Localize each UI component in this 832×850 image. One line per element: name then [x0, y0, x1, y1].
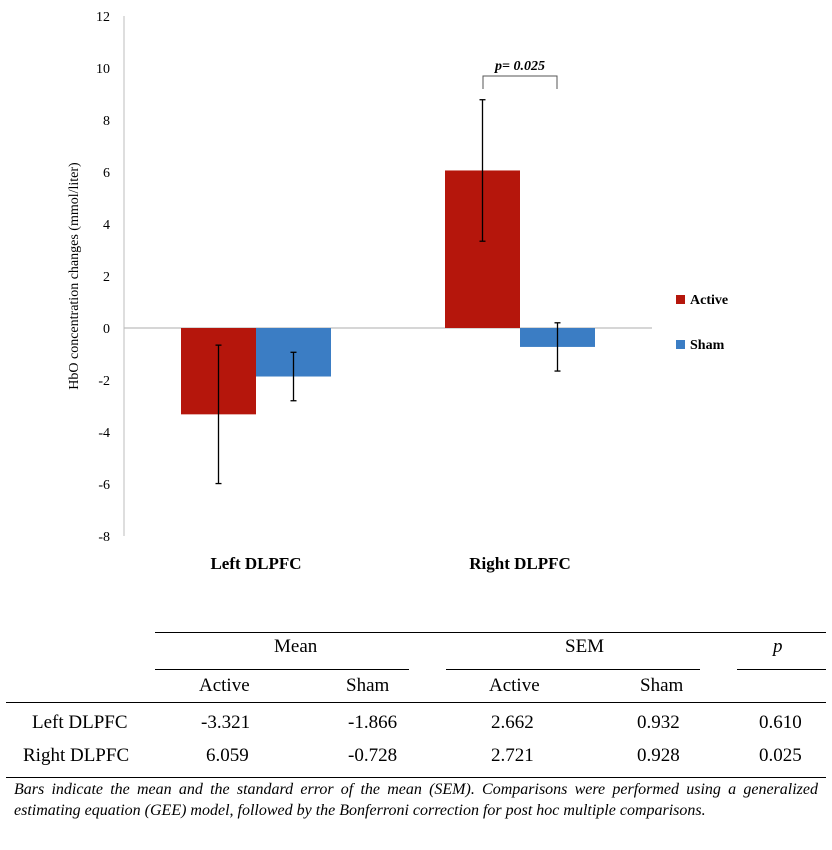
subheader-rule	[6, 702, 826, 703]
header-sem: SEM	[565, 636, 605, 657]
subheader-sem-active: Active	[489, 675, 540, 696]
category-label: Right DLPFC	[469, 554, 571, 573]
cell-right-sem-sham: 0.928	[637, 745, 680, 766]
cell-left-mean-active: -3.321	[201, 712, 251, 733]
bar-chart: 12 10 8 6 4 2 0 -2 -4 -6 -8 HbO concentration chan…	[67, 10, 728, 573]
y-tick-label: -6	[98, 478, 110, 493]
cell-left-sem-sham: 0.932	[637, 712, 680, 733]
p-header-rule	[737, 669, 826, 670]
cell-right-p: 0.025	[759, 745, 802, 766]
footnote: Bars indicate the mean and the standard …	[14, 781, 818, 819]
row-label-right: Right DLPFC	[23, 745, 130, 766]
legend-label-active: Active	[690, 293, 728, 308]
significance-annotation: p= 0.025	[482, 59, 558, 89]
y-tick-label: -4	[98, 426, 110, 441]
header-mean: Mean	[274, 636, 318, 657]
significance-bracket	[482, 75, 558, 89]
legend: Active Sham	[676, 293, 728, 353]
y-tick-label: 10	[96, 62, 110, 77]
cell-right-mean-active: 6.059	[206, 745, 249, 766]
y-axis-ticks: 12 10 8 6 4 2 0 -2 -4 -6 -8	[96, 10, 110, 545]
legend-label-sham: Sham	[690, 338, 725, 353]
cell-left-mean-sham: -1.866	[348, 712, 398, 733]
error-bars	[215, 99, 561, 485]
category-labels: Left DLPFC Right DLPFC	[210, 554, 570, 573]
bars	[181, 170, 595, 415]
cell-right-sem-active: 2.721	[491, 745, 534, 766]
y-tick-label: 4	[103, 218, 110, 233]
y-tick-label: -2	[98, 374, 110, 389]
header-p: p	[773, 636, 783, 657]
table-top-rule	[155, 632, 826, 633]
y-tick-label: 2	[103, 270, 110, 285]
y-tick-label: 8	[103, 114, 110, 129]
y-tick-label: 0	[103, 322, 110, 337]
category-label: Left DLPFC	[210, 554, 301, 573]
cell-left-p: 0.610	[759, 712, 802, 733]
cell-right-mean-sham: -0.728	[348, 745, 398, 766]
y-axis-label: HbO concentration changes (mmol/liter)	[67, 162, 82, 390]
significance-label: p= 0.025	[494, 59, 545, 74]
table-bottom-rule	[6, 777, 826, 778]
mean-header-rule	[155, 669, 409, 670]
subheader-sem-sham: Sham	[640, 675, 684, 696]
row-label-left: Left DLPFC	[32, 712, 128, 733]
cell-left-sem-active: 2.662	[491, 712, 534, 733]
legend-swatch-sham	[676, 340, 685, 349]
y-tick-label: -8	[98, 530, 110, 545]
sem-header-rule	[446, 669, 700, 670]
subheader-mean-active: Active	[199, 675, 250, 696]
subheader-mean-sham: Sham	[346, 675, 390, 696]
y-tick-label: 6	[103, 166, 110, 181]
legend-swatch-active	[676, 295, 685, 304]
y-tick-label: 12	[96, 10, 110, 25]
